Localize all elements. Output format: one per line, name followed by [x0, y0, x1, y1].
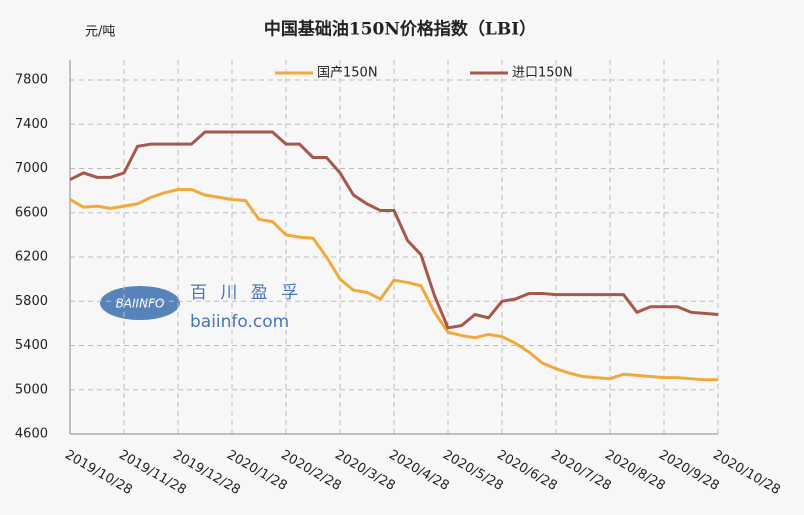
series-line: [69, 188, 718, 382]
logo-text: BAIINFO: [116, 297, 165, 311]
y-tick-label: 7800: [15, 73, 48, 88]
y-tick-label: 7000: [15, 161, 48, 176]
y-tick-label: 6200: [15, 250, 48, 265]
y-axis-label: 元/吨: [85, 25, 115, 40]
brand: 百 川 盈 孚: [190, 283, 302, 303]
logo: [100, 286, 180, 320]
chart-title: 中国基础油150N价格指数（LBI）: [264, 19, 536, 40]
site: baiinfo.com: [190, 312, 289, 332]
y-tick-label: 4600: [15, 427, 48, 442]
y-tick-label: 7400: [15, 117, 48, 132]
y-tick-label: 5800: [15, 294, 48, 309]
legend-label: 进口150N: [512, 66, 573, 81]
watermark: BAIINFO 百 川 盈 孚 baiinfo.com: [100, 283, 302, 332]
y-tick-label: 6600: [15, 205, 48, 220]
y-tick-label: 5000: [15, 382, 48, 397]
y-tick-label: 5400: [15, 338, 48, 353]
series-line: [69, 130, 719, 330]
legend-label: 国产150N: [317, 66, 378, 81]
